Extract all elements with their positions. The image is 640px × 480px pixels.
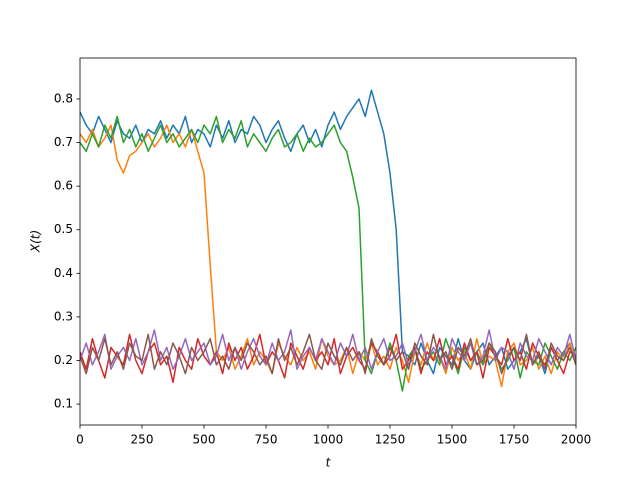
y-tick-label: 0.6 [54,179,73,193]
x-tick-label: 1750 [499,433,530,447]
x-tick-label: 1500 [437,433,468,447]
x-tick-label: 1250 [375,433,406,447]
y-tick-label: 0.8 [54,91,73,105]
x-tick-label: 0 [76,433,84,447]
series-line [80,333,576,384]
series-line [80,333,576,375]
y-tick-label: 0.7 [54,135,73,149]
y-axis-label: X(t) [29,230,43,253]
x-tick-label: 500 [193,433,216,447]
x-tick-label: 750 [255,433,278,447]
x-axis-label: t [326,456,332,470]
y-tick-label: 0.3 [54,309,73,323]
x-tick-label: 250 [131,433,154,447]
y-tick-label: 0.5 [54,222,73,236]
y-tick-label: 0.4 [54,266,73,280]
y-tick-label: 0.2 [54,353,73,367]
series-line [80,124,576,388]
y-tick-label: 0.1 [54,397,73,411]
x-tick-label: 1000 [313,433,344,447]
x-tick-label: 2000 [561,433,592,447]
